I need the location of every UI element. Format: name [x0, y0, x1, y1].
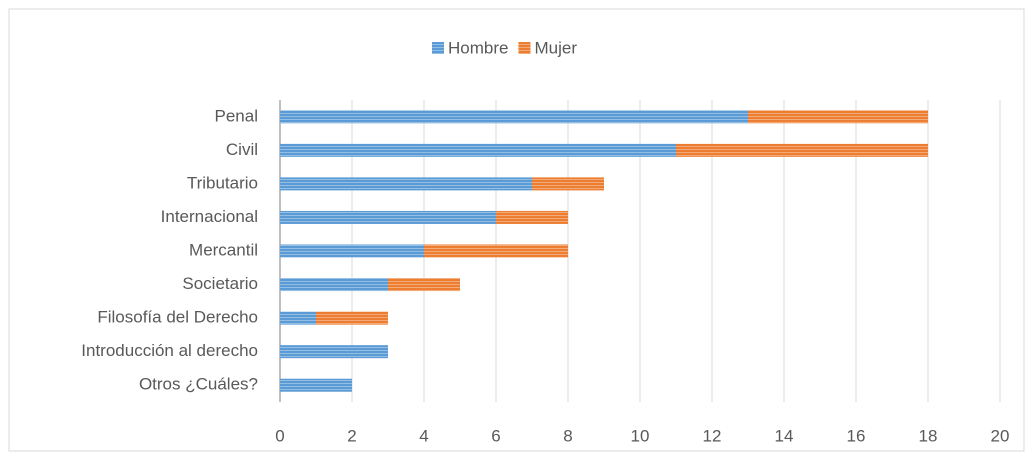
bar-segment — [280, 143, 676, 157]
bar-segment — [280, 311, 316, 325]
x-tick-label: 0 — [275, 426, 284, 445]
y-tick-label: Mercantil — [189, 240, 258, 259]
y-tick-label: Introducción al derecho — [81, 341, 258, 360]
y-tick-label: Filosofía del Derecho — [97, 308, 258, 327]
bar-segment — [424, 244, 568, 258]
x-tick-label: 6 — [491, 426, 500, 445]
x-tick-label: 10 — [631, 426, 650, 445]
legend-label: Hombre — [448, 38, 508, 57]
x-tick-label: 14 — [775, 426, 794, 445]
bar-segment — [316, 311, 388, 325]
bar-segment — [280, 177, 532, 191]
legend-label: Mujer — [534, 38, 577, 57]
bar-segment — [676, 143, 928, 157]
y-tick-label: Penal — [215, 106, 258, 125]
bar-segment — [280, 278, 388, 292]
bar-segment — [532, 177, 604, 191]
bar-segment — [496, 210, 568, 224]
legend-swatch — [518, 42, 531, 54]
y-tick-label: Internacional — [161, 207, 258, 226]
bar-segment — [280, 345, 388, 359]
chart-border — [8, 8, 1025, 452]
x-tick-label: 4 — [419, 426, 428, 445]
bar-segment — [280, 378, 352, 392]
x-tick-label: 18 — [919, 426, 938, 445]
bar-segment — [388, 278, 460, 292]
y-tick-label: Societario — [182, 274, 258, 293]
y-tick-label: Otros ¿Cuáles? — [139, 375, 258, 394]
x-tick-label: 12 — [703, 426, 722, 445]
y-tick-label: Civil — [226, 140, 258, 159]
bar-segment — [748, 110, 928, 124]
bar-segment — [280, 244, 424, 258]
x-tick-label: 16 — [847, 426, 866, 445]
legend-swatch — [432, 42, 444, 54]
bar-segment — [280, 110, 748, 124]
x-tick-label: 8 — [563, 426, 572, 445]
y-tick-label: Tributario — [187, 173, 258, 192]
x-tick-label: 2 — [347, 426, 356, 445]
x-tick-label: 20 — [991, 426, 1010, 445]
bar-segment — [280, 210, 496, 224]
